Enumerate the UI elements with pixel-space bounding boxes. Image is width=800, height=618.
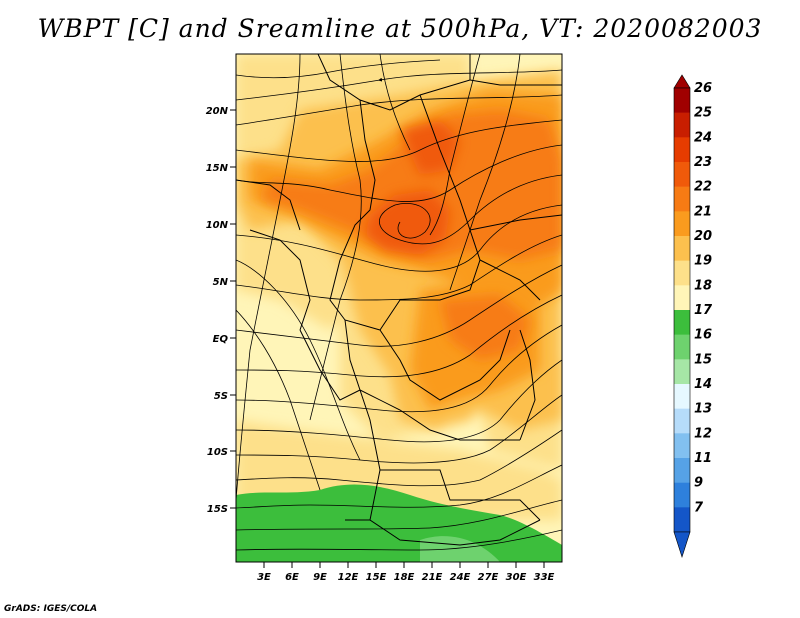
lon-label-15e: 15E xyxy=(366,572,387,583)
latitude-ticks xyxy=(230,109,236,509)
lon-label-9e: 9E xyxy=(313,572,327,583)
colorbar-swatch xyxy=(674,162,690,187)
grads-credit: GrADS: IGES/COLA xyxy=(4,604,98,614)
wbpt-22-23-field xyxy=(262,110,562,360)
lat-label-15s: 15S xyxy=(207,504,228,515)
lon-label-21e: 21E xyxy=(422,572,443,583)
colorbar-swatch xyxy=(674,236,690,261)
streamlines xyxy=(236,54,562,551)
lat-label-5s: 5S xyxy=(214,391,228,402)
colorbar-label: 7 xyxy=(694,500,704,515)
colorbar-label: 25 xyxy=(694,106,712,121)
colorbar-label: 20 xyxy=(694,229,712,244)
colorbar-swatch xyxy=(674,260,690,286)
colorbar-label: 14 xyxy=(694,377,712,392)
lat-label-20n: 20N xyxy=(206,106,229,117)
colorbar-bottom-arrow xyxy=(673,531,691,558)
colorbar-label: 13 xyxy=(694,402,712,417)
lat-label-15n: 15N xyxy=(206,163,229,174)
colorbar-swatch xyxy=(674,507,690,533)
colorbar-label: 21 xyxy=(694,204,712,219)
colorbar-swatch xyxy=(674,334,690,360)
lon-label-18e: 18E xyxy=(394,572,415,583)
colorbar-label: 11 xyxy=(694,451,712,466)
lon-label-3e: 3E xyxy=(257,572,271,583)
colorbar-swatch xyxy=(674,433,690,459)
colorbar-label: 15 xyxy=(694,352,712,367)
lat-label-5n: 5N xyxy=(213,277,229,288)
map-frame xyxy=(235,53,563,563)
wbpt-16-17-field xyxy=(420,536,500,562)
colorbar-swatch xyxy=(674,137,690,163)
colorbar-swatch xyxy=(674,285,690,311)
colorbar-swatch xyxy=(674,186,690,212)
colorbar-label: 18 xyxy=(694,278,712,293)
country-borders xyxy=(236,54,562,546)
colorbar-swatch xyxy=(674,408,690,434)
colorbar-swatch xyxy=(674,112,690,138)
colorbar-label: 24 xyxy=(694,130,712,145)
map-plot-area xyxy=(236,54,562,562)
colorbar-label: 17 xyxy=(694,303,713,318)
colorbar-swatch xyxy=(674,482,690,508)
colorbar-swatch xyxy=(674,88,690,113)
lon-label-12e: 12E xyxy=(338,572,359,583)
colorbar-label: 26 xyxy=(694,81,712,96)
colorbar-label: 12 xyxy=(694,426,712,441)
colorbar-swatch xyxy=(674,384,690,409)
colorbar-label: 22 xyxy=(694,180,712,195)
colorbar-top-arrow xyxy=(673,74,691,89)
colorbar-swatch xyxy=(674,310,690,335)
chart-title: WBPT [C] and Sreamline at 500hPa, VT: 20… xyxy=(37,14,763,43)
lat-label-eq: EQ xyxy=(213,334,229,345)
lat-label-10n: 10N xyxy=(206,220,229,231)
colorbar-label: 19 xyxy=(694,254,712,269)
colorbar-label: 16 xyxy=(694,328,712,343)
colorbar-label: 9 xyxy=(694,476,703,491)
longitude-ticks xyxy=(263,562,545,568)
colorbar-label: 23 xyxy=(694,155,712,170)
lon-label-27e: 27E xyxy=(478,572,499,583)
lon-label-6e: 6E xyxy=(285,572,299,583)
colorbar-swatch xyxy=(674,211,690,237)
colorbar-swatch xyxy=(674,458,690,483)
colorbar-swatch xyxy=(674,359,690,385)
lon-label-24e: 24E xyxy=(450,572,471,583)
lon-label-33e: 33E xyxy=(534,572,555,583)
colorbar: 26 25 24 23 22 21 20 19 18 17 16 15 14 13 12 11 9 7 xyxy=(673,74,713,558)
lon-label-30e: 30E xyxy=(506,572,527,583)
lat-label-10s: 10S xyxy=(207,447,228,458)
